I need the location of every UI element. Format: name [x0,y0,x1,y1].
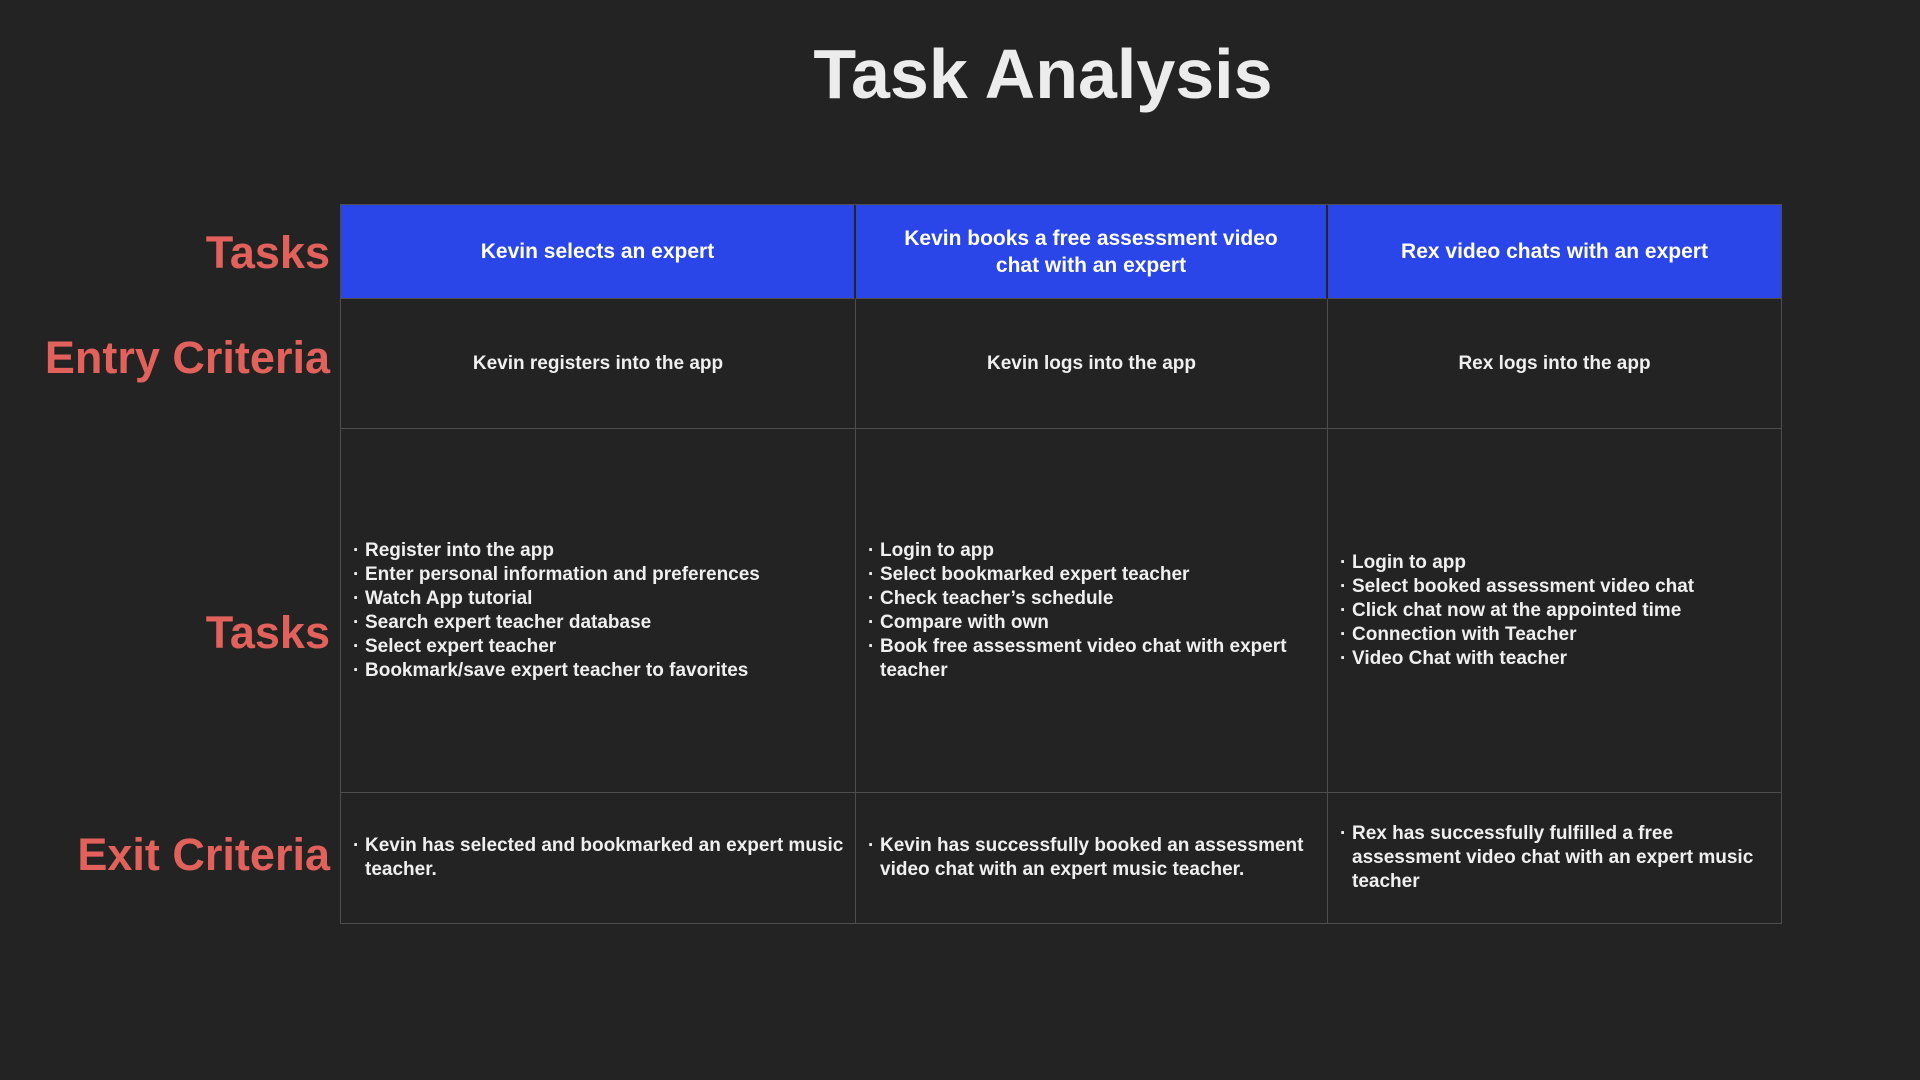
task-analysis-table: Kevin selects an expert Kevin books a fr… [340,204,1782,924]
column-header-3: Rex video chats with an expert [1328,205,1781,299]
bullet-item: Check teacher’s schedule [866,587,1319,611]
bullet-item: Kevin has selected and bookmarked an exp… [351,834,847,882]
exit-criteria-cell-1: Kevin has selected and bookmarked an exp… [341,793,856,923]
bullet-item: Enter personal information and preferenc… [351,563,847,587]
bullet-item: Select bookmarked expert teacher [866,563,1319,587]
bullet-item: Login to app [1338,551,1773,575]
exit-list-3: Rex has successfully fulfilled a free as… [1328,822,1781,894]
tasks-cell-2: Login to appSelect bookmarked expert tea… [856,429,1328,793]
bullet-item: Register into the app [351,539,847,563]
entry-criteria-cell-2: Kevin logs into the app [856,299,1328,429]
row-label-tasks-header: Tasks [205,227,330,278]
bullet-item: Compare with own [866,611,1319,635]
bullet-item: Click chat now at the appointed time [1338,599,1773,623]
bullet-item: Watch App tutorial [351,587,847,611]
column-header-1: Kevin selects an expert [341,205,856,299]
exit-list-1: Kevin has selected and bookmarked an exp… [341,834,855,882]
tasks-cell-3: Login to appSelect booked assessment vid… [1328,429,1781,793]
bullet-item: Select expert teacher [351,635,847,659]
row-label-entry-criteria: Entry Criteria [44,332,330,383]
tasks-cell-1: Register into the appEnter personal info… [341,429,856,793]
page-title: Task Analysis [813,35,1273,113]
tasks-list-2: Login to appSelect bookmarked expert tea… [856,539,1327,683]
entry-criteria-cell-1: Kevin registers into the app [341,299,856,429]
bullet-item: Bookmark/save expert teacher to favorite… [351,659,847,683]
exit-criteria-cell-2: Kevin has successfully booked an assessm… [856,793,1328,923]
exit-criteria-cell-3: Rex has successfully fulfilled a free as… [1328,793,1781,923]
exit-list-2: Kevin has successfully booked an assessm… [856,834,1327,882]
bullet-item: Book free assessment video chat with exp… [866,635,1319,683]
bullet-item: Connection with Teacher [1338,623,1773,647]
column-header-2: Kevin books a free assessment video chat… [856,205,1328,299]
tasks-list-1: Register into the appEnter personal info… [341,539,855,683]
bullet-item: Search expert teacher database [351,611,847,635]
entry-criteria-cell-3: Rex logs into the app [1328,299,1781,429]
bullet-item: Kevin has successfully booked an assessm… [866,834,1319,882]
bullet-item: Login to app [866,539,1319,563]
bullet-item: Rex has successfully fulfilled a free as… [1338,822,1773,894]
bullet-item: Select booked assessment video chat [1338,575,1773,599]
row-label-tasks: Tasks [205,607,330,658]
row-label-exit-criteria: Exit Criteria [77,829,330,880]
tasks-list-3: Login to appSelect booked assessment vid… [1328,551,1781,671]
bullet-item: Video Chat with teacher [1338,647,1773,671]
